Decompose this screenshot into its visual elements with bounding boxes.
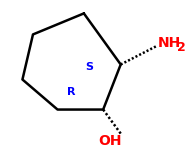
Text: NH: NH	[158, 36, 181, 50]
Text: S: S	[85, 62, 93, 73]
Text: R: R	[67, 87, 76, 97]
Text: 2: 2	[177, 41, 186, 54]
Text: OH: OH	[98, 134, 122, 148]
